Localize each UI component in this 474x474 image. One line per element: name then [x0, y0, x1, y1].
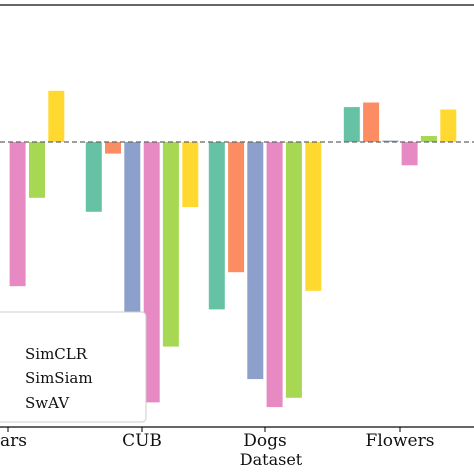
bar-cars-s5	[29, 142, 45, 198]
bar-flowers-s6	[440, 109, 457, 142]
x-tick-label-cars: ars	[0, 431, 27, 451]
bar-flowers-s1	[343, 107, 360, 142]
bar-flowers-s2	[363, 102, 380, 142]
x-tick-label-dogs: Dogs	[243, 431, 286, 451]
bar-cars-s6	[48, 90, 65, 142]
x-tick-label-flowers: Flowers	[366, 431, 435, 451]
bar-dogs-s5	[285, 142, 302, 398]
bar-dogs-s3	[247, 142, 264, 380]
legend-entry-simsiam: SimSiam	[25, 369, 93, 387]
bar-cub-s2	[105, 142, 121, 154]
legend-entry-swav: SwAV	[25, 394, 70, 412]
bar-flowers-s3	[382, 140, 399, 142]
legend-entry-simclr: SimCLR	[25, 345, 88, 363]
x-tick-label-cub: CUB	[122, 431, 162, 451]
bar-cub-s3	[124, 142, 141, 352]
bar-dogs-s2	[228, 142, 245, 273]
bar-dogs-s1	[208, 142, 225, 310]
bars-group	[9, 90, 457, 408]
bar-flowers-s5	[420, 136, 437, 142]
plot-frame	[0, 4, 474, 428]
bar-flowers-s4	[401, 142, 418, 166]
legend-box	[0, 311, 147, 423]
x-axis-title: Dataset	[240, 450, 303, 469]
legend: SimCLR SimSiam SwAV	[0, 311, 147, 423]
bar-cub-s4	[143, 142, 160, 403]
bar-cub-s5	[162, 142, 179, 347]
bar-cub-s1	[85, 142, 102, 212]
bar-cub-s6	[182, 142, 199, 208]
x-ticks-group: ars CUB Dogs Flowers	[0, 427, 434, 451]
bar-dogs-s6	[305, 142, 322, 291]
bar-cars-s4	[9, 142, 26, 287]
bar-dogs-s4	[266, 142, 283, 408]
